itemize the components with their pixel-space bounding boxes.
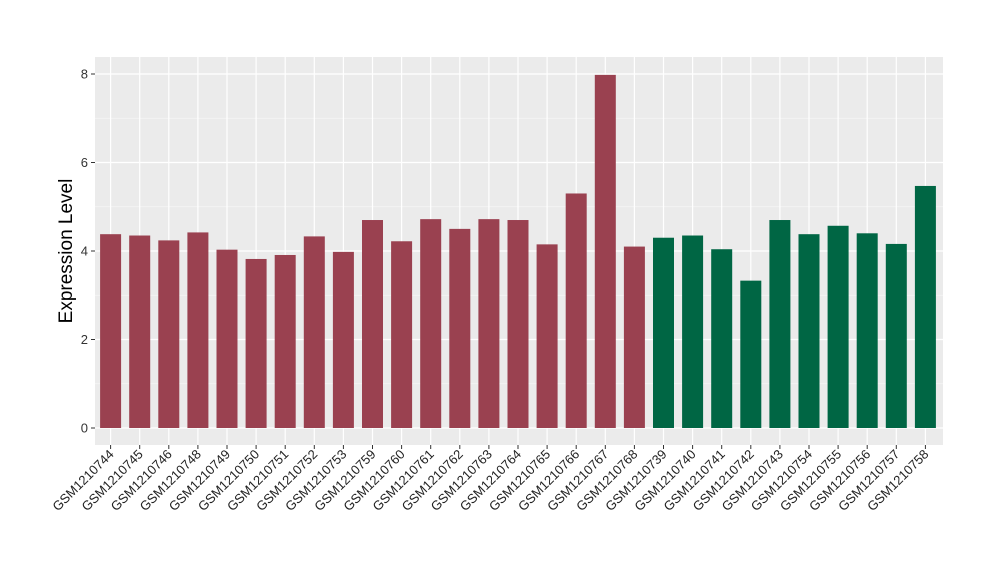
bar xyxy=(391,241,413,428)
bar xyxy=(507,220,529,428)
bar xyxy=(594,74,616,428)
bar xyxy=(449,228,471,428)
bar xyxy=(914,185,936,428)
bar xyxy=(885,243,907,428)
bar xyxy=(623,246,645,428)
bar xyxy=(158,240,180,428)
y-tick-label: 6 xyxy=(81,155,88,170)
y-tick-label: 8 xyxy=(81,67,88,82)
bar xyxy=(420,219,442,428)
bar xyxy=(769,220,791,428)
y-axis: 0 2 4 6 8 xyxy=(81,67,95,436)
y-axis-title: Expression Level xyxy=(56,179,77,324)
bar xyxy=(711,249,733,428)
bar xyxy=(536,244,558,428)
bar xyxy=(478,219,500,428)
bars xyxy=(100,74,936,428)
bar xyxy=(274,254,296,428)
y-tick-label: 0 xyxy=(81,421,88,436)
bar xyxy=(798,234,820,428)
bar xyxy=(187,232,209,428)
bar xyxy=(740,280,762,428)
bar xyxy=(303,236,325,428)
bar xyxy=(565,193,587,428)
bar xyxy=(332,251,354,428)
y-tick-label: 4 xyxy=(81,244,88,259)
bar xyxy=(653,237,674,428)
x-axis: GSM1210744GSM1210745GSM1210746GSM1210748… xyxy=(49,445,932,514)
bar xyxy=(682,235,704,428)
bar xyxy=(856,233,878,428)
bar xyxy=(216,249,238,428)
y-tick-label: 2 xyxy=(81,332,88,347)
bar xyxy=(129,235,151,428)
bar xyxy=(362,220,383,428)
bar xyxy=(827,225,849,428)
bar xyxy=(245,258,267,428)
bar xyxy=(100,234,122,428)
